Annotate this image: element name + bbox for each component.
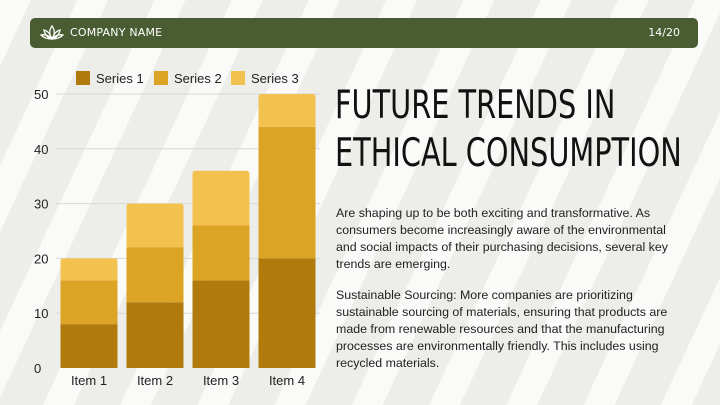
x-tick-label: Item 2 — [137, 373, 173, 388]
bar-segment — [60, 258, 118, 281]
title-line-2: ETHICAL CONSUMPTION — [335, 131, 682, 176]
page-number: 14/20 — [648, 26, 680, 39]
bar-segment — [258, 126, 316, 259]
page-title: FUTURE TRENDS IN ETHICAL CONSUMPTION — [335, 82, 682, 178]
bar-segment — [126, 247, 184, 303]
bar-segment — [258, 258, 316, 368]
title-line-1: FUTURE TRENDS IN — [335, 83, 616, 128]
y-tick-label: 10 — [34, 306, 48, 321]
bar-segment — [126, 302, 184, 368]
x-tick-label: Item 3 — [203, 373, 239, 388]
x-tick-label: Item 4 — [269, 373, 305, 388]
y-tick-label: 0 — [34, 361, 41, 376]
y-tick-label: 40 — [34, 142, 48, 157]
legend-swatch — [154, 71, 168, 85]
bar-segment — [192, 170, 250, 226]
intro-paragraph: Are shaping up to be both exciting and t… — [336, 206, 668, 271]
legend-label: Series 2 — [174, 71, 222, 86]
legend-label: Series 3 — [251, 71, 299, 86]
bar-segment — [60, 324, 118, 368]
bar-segment — [192, 225, 250, 281]
bar-segment — [258, 94, 316, 127]
company-name: COMPANY NAME — [70, 26, 163, 39]
x-tick-label: Item 1 — [71, 373, 107, 388]
bar-segment — [192, 280, 250, 368]
stacked-bar-chart: 0 10 20 30 40 50 Item 1 Item 2 Item 3 Item 4 Serie… — [34, 71, 320, 388]
header-bar: COMPANY NAME 14/20 — [30, 18, 698, 48]
lotus-logo-icon — [40, 24, 64, 41]
bar-segment — [60, 280, 118, 325]
y-tick-label: 30 — [34, 197, 48, 212]
y-tick-label: 50 — [34, 87, 48, 102]
legend-label: Series 1 — [96, 71, 144, 86]
bar-segment — [126, 203, 184, 248]
legend-swatch — [231, 71, 245, 85]
sourcing-paragraph: Sustainable Sourcing: More companies are… — [336, 288, 668, 370]
y-tick-label: 20 — [34, 251, 48, 266]
legend-swatch — [76, 71, 90, 85]
